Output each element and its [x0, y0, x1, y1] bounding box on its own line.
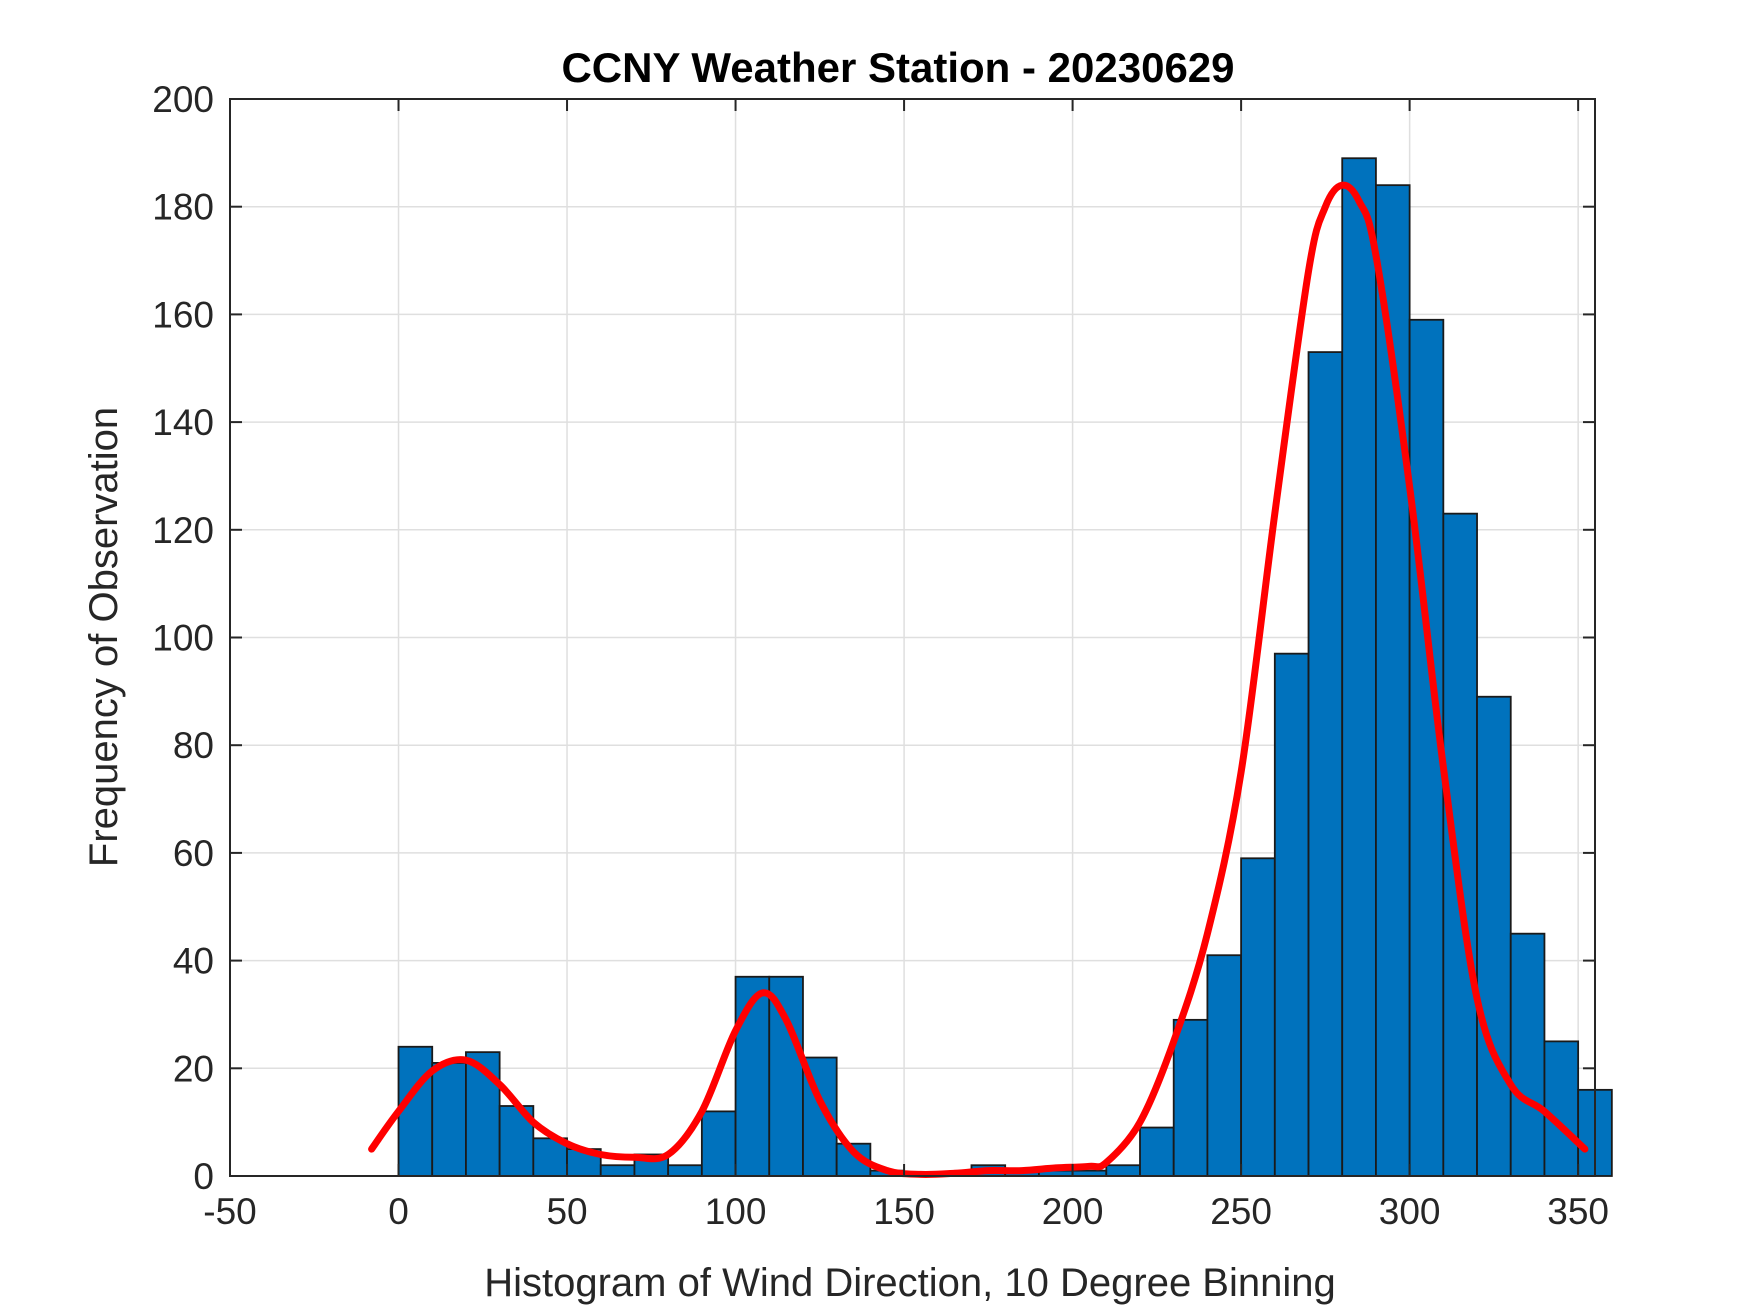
histogram-bar: [1476, 695, 1512, 1177]
histogram-bar: [768, 975, 804, 1177]
histogram-bar: [1509, 932, 1546, 1177]
x-tick-label: 0: [388, 1191, 409, 1232]
histogram-bar: [1307, 351, 1344, 1177]
x-tick-label: 50: [546, 1191, 587, 1232]
histogram-bar: [397, 1045, 434, 1177]
axis-ticks: -50 0 50 100 150 200 250 300 3500204060801001201…: [152, 79, 1609, 1232]
fit-curve-line: [368, 181, 1589, 1178]
y-tick-label: 140: [152, 402, 214, 443]
histogram-bar: [1105, 1164, 1141, 1177]
fit-curve-layer: [368, 181, 1589, 1178]
histogram-bar: [1172, 1018, 1209, 1177]
y-tick-label: 60: [173, 833, 214, 874]
x-axis-label: Histogram of Wind Direction, 10 Degree B…: [484, 1261, 1336, 1305]
histogram-bar: [700, 1110, 737, 1177]
y-tick-label: 100: [152, 618, 214, 659]
histogram-bar: [1543, 1040, 1580, 1177]
y-axis-label: Frequency of Observation: [82, 407, 126, 867]
y-tick-label: 160: [152, 294, 214, 335]
y-tick-label: 120: [152, 510, 214, 551]
y-tick-label: 180: [152, 187, 214, 228]
x-tick-label: 300: [1379, 1191, 1441, 1232]
histogram-bar: [1442, 512, 1478, 1177]
histogram-bar: [1341, 157, 1377, 1177]
x-tick-label: 350: [1547, 1191, 1609, 1232]
histogram-bar: [1375, 184, 1411, 1177]
x-tick-label: 100: [705, 1191, 767, 1232]
y-tick-label: 40: [173, 941, 214, 982]
y-tick-label: 0: [193, 1156, 214, 1197]
x-tick-label: -50: [203, 1191, 256, 1232]
histogram-bars: [397, 157, 1613, 1177]
histogram-bar: [431, 1062, 467, 1177]
y-tick-label: 20: [173, 1048, 214, 1089]
x-tick-label: 250: [1210, 1191, 1272, 1232]
histogram-bar: [1273, 652, 1310, 1177]
x-tick-label: 150: [873, 1191, 935, 1232]
histogram-bar: [1139, 1126, 1175, 1177]
chart-title: CCNY Weather Station - 20230629: [561, 44, 1234, 91]
histogram-bar: [1206, 954, 1243, 1177]
x-tick-label: 200: [1042, 1191, 1104, 1232]
y-tick-label: 200: [152, 79, 214, 120]
histogram-bar: [1240, 857, 1276, 1177]
y-tick-label: 80: [173, 725, 214, 766]
histogram-bar: [667, 1164, 703, 1177]
histogram-bar: [599, 1164, 636, 1177]
